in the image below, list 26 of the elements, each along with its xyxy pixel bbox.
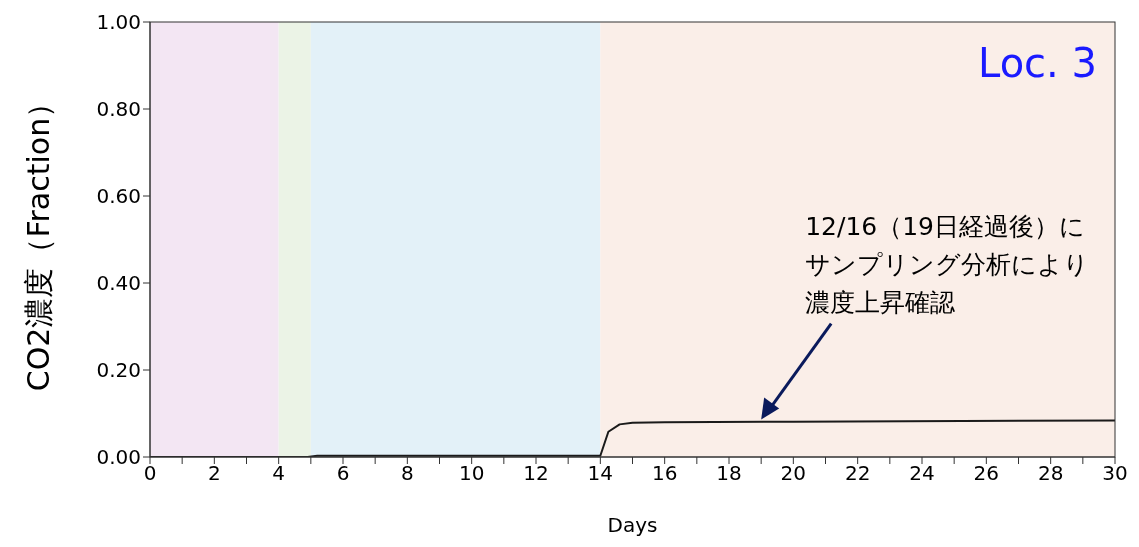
- x-tick-label: 16: [651, 461, 678, 486]
- y-tick-label: 1.00: [96, 10, 141, 35]
- x-tick-label: 0: [143, 461, 157, 486]
- x-tick-label: 22: [844, 461, 871, 486]
- x-tick-label: 12: [523, 461, 549, 486]
- y-tick-label: 0.60: [96, 184, 141, 209]
- x-tick-label: 14: [587, 461, 614, 486]
- x-tick-label: 4: [272, 461, 286, 486]
- annotation: 12/16（19日経過後）にサンプリング分析により濃度上昇確認: [805, 210, 1091, 319]
- y-tick-label: 0.00: [96, 445, 141, 470]
- x-tick-label: 20: [780, 461, 807, 486]
- y-tick-label: 0.40: [96, 271, 141, 296]
- x-tick-label: 10: [458, 461, 485, 486]
- x-tick-label: 30: [1102, 461, 1128, 486]
- y-tick-label: 0.20: [96, 358, 141, 383]
- x-tick-label: 8: [400, 461, 414, 486]
- x-tick-label: 2: [207, 461, 221, 486]
- x-tick-label: 18: [716, 461, 742, 486]
- x-tick-label: 26: [973, 461, 1000, 486]
- x-tick-label: 24: [909, 461, 935, 486]
- x-tick-label: 6: [336, 461, 350, 486]
- annotation: Loc. 3: [978, 40, 1097, 86]
- x-tick-label: 28: [1037, 461, 1064, 486]
- x-axis-title: Days: [607, 513, 658, 537]
- y-axis-title: CO2濃度（Fraction）: [20, 87, 56, 392]
- y-tick-label: 0.80: [96, 97, 141, 122]
